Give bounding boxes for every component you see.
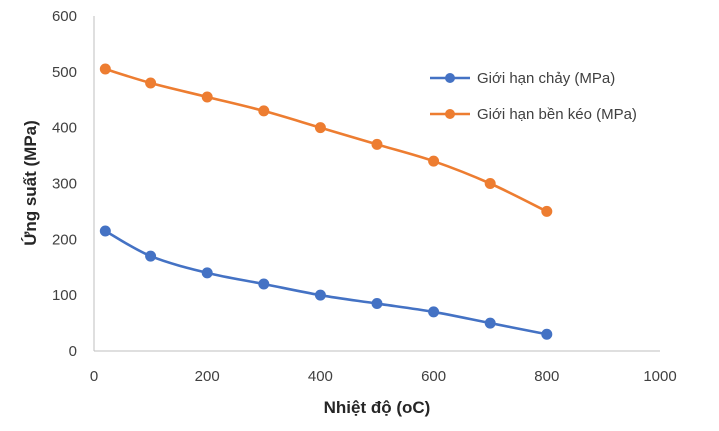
series-1-point bbox=[428, 306, 440, 318]
legend: Giới hạn chảy (MPa) Giới hạn bền kéo (MPa… bbox=[430, 70, 637, 123]
x-tick-label: 0 bbox=[90, 368, 98, 385]
x-tick-label: 200 bbox=[195, 368, 220, 385]
series-1-point bbox=[145, 250, 157, 262]
series-1-point bbox=[371, 298, 383, 310]
legend-marker bbox=[445, 73, 455, 83]
series-1-point bbox=[541, 328, 553, 340]
x-tick-label: 800 bbox=[534, 368, 559, 385]
y-tick-labels: 0 100 200 300 400 500 600 bbox=[52, 8, 77, 360]
series-2-point bbox=[201, 91, 213, 103]
legend-label: Giới hạn bền kéo (MPa) bbox=[477, 106, 637, 123]
axes bbox=[93, 16, 660, 352]
x-axis-title: Nhiệt độ (oC) bbox=[324, 398, 431, 417]
x-tick-labels: 0 200 400 600 800 1000 bbox=[90, 368, 677, 385]
y-tick-label: 200 bbox=[52, 231, 77, 248]
series-2-point bbox=[541, 205, 553, 217]
y-tick-label: 0 bbox=[69, 343, 77, 360]
y-tick-label: 300 bbox=[52, 176, 77, 193]
y-tick-label: 500 bbox=[52, 64, 77, 81]
y-axis-title: Ứng suất (MPa) bbox=[21, 120, 40, 246]
series-2-point bbox=[145, 77, 157, 89]
series-2-point bbox=[258, 105, 270, 117]
series-layer bbox=[99, 63, 553, 340]
series-1-point bbox=[99, 225, 111, 237]
series-1-point bbox=[314, 289, 326, 301]
x-tick-label: 400 bbox=[308, 368, 333, 385]
y-tick-label: 600 bbox=[52, 8, 77, 25]
series-1-point bbox=[484, 317, 496, 329]
x-tick-label: 600 bbox=[421, 368, 446, 385]
series-line-1 bbox=[104, 229, 549, 336]
series-2-point bbox=[314, 122, 326, 134]
legend-marker bbox=[445, 109, 455, 119]
legend-label: Giới hạn chảy (MPa) bbox=[477, 70, 615, 87]
y-tick-label: 100 bbox=[52, 287, 77, 304]
x-tick-label: 1000 bbox=[643, 368, 676, 385]
series-2-point bbox=[484, 178, 496, 189]
series-2-point bbox=[428, 155, 440, 167]
series-2-point bbox=[99, 63, 111, 75]
series-1-point bbox=[201, 267, 213, 279]
y-tick-label: 400 bbox=[52, 120, 77, 137]
series-line-2 bbox=[104, 67, 549, 213]
series-1-point bbox=[258, 278, 270, 290]
series-2-point bbox=[371, 138, 383, 150]
